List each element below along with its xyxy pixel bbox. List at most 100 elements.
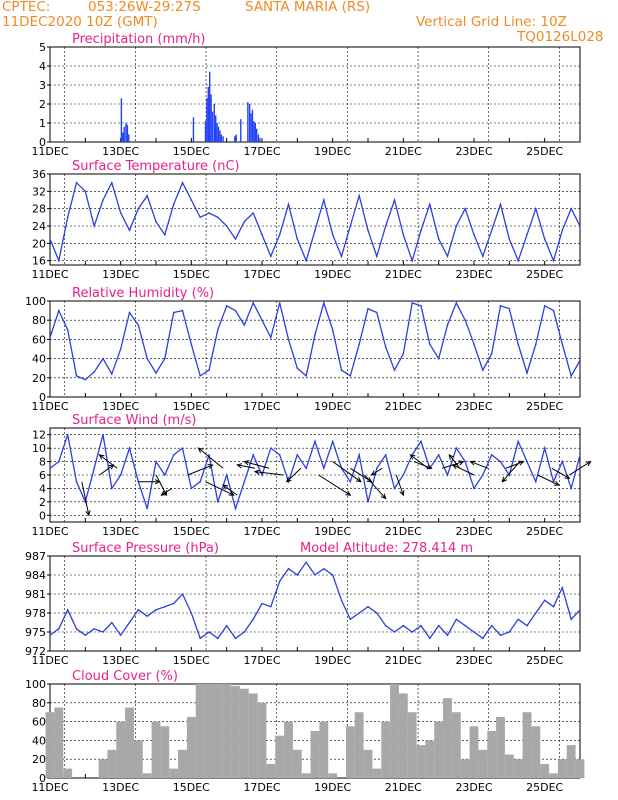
wind-point: [367, 501, 369, 503]
series-point: [384, 225, 387, 227]
precip-bar: [120, 98, 123, 142]
y-tick-label: 40: [32, 353, 46, 366]
cloud-bar: [496, 716, 505, 778]
wind-point: [349, 480, 352, 483]
cloud-bar: [125, 707, 134, 778]
series-point: [561, 229, 564, 232]
series-point: [217, 637, 219, 640]
precip-bar: [204, 121, 207, 142]
x-tick-label: 25DEC: [526, 145, 563, 158]
series-point: [234, 309, 237, 312]
series-point: [429, 637, 431, 640]
precip-bar: [192, 117, 195, 142]
panel-frame: [49, 173, 581, 266]
wind-arrow-shaft: [99, 454, 118, 469]
precip-bar: [297, 141, 299, 142]
precip-bar: [421, 141, 423, 142]
cloud-bar: [575, 759, 585, 778]
wind-point: [376, 467, 378, 470]
precip-bar: [350, 141, 352, 142]
wind-arrow-head: [469, 460, 476, 466]
series-point: [111, 373, 113, 375]
series-point: [499, 634, 502, 636]
x-tick-label: 19DEC: [314, 525, 351, 538]
series-point: [543, 305, 546, 307]
wind-point: [155, 460, 157, 463]
x-tick-label: 13DEC: [102, 145, 139, 158]
series-point: [393, 199, 396, 201]
cloud-bar: [425, 740, 435, 778]
wind-arrow-shaft: [155, 474, 168, 496]
x-tick-label: 15DEC: [173, 268, 210, 281]
x-tick-label: 13DEC: [102, 654, 139, 667]
series-point: [508, 238, 511, 240]
wind-arrow-shaft: [161, 488, 173, 496]
y-tick-label: 100: [25, 295, 46, 308]
y-tick-label: 2: [39, 98, 46, 111]
x-tick-label: 13DEC: [102, 781, 139, 794]
series-point: [358, 612, 360, 614]
wind-point: [75, 480, 78, 483]
cloud-bar: [63, 768, 73, 778]
y-tick-label: 6: [39, 469, 46, 482]
x-tick-label: 23DEC: [455, 145, 492, 158]
series-point: [128, 229, 131, 232]
precip-bar: [206, 98, 208, 142]
wind-arrow-head: [585, 460, 592, 467]
wind-point: [535, 480, 537, 483]
precip-bar: [126, 124, 129, 142]
x-tick-label: 17DEC: [243, 781, 280, 794]
y-tick-label: 981: [25, 588, 46, 601]
y-tick-label: 4: [39, 60, 46, 73]
series-point: [552, 605, 555, 608]
series-point: [217, 216, 219, 219]
wind-arrow-head: [553, 480, 560, 486]
wind-point: [570, 487, 572, 490]
series-point: [305, 375, 307, 377]
wind-point: [499, 460, 502, 463]
series-point: [349, 618, 352, 621]
wind-point: [314, 440, 316, 443]
cloud-bar: [248, 693, 258, 778]
x-tick-label: 15DEC: [173, 145, 210, 158]
x-tick-label: 13DEC: [102, 268, 139, 281]
series-point: [420, 624, 422, 627]
y-tick-label: 978: [25, 607, 46, 620]
x-tick-label: 13DEC: [102, 400, 139, 413]
cloud-bar: [372, 768, 382, 778]
series-point: [128, 311, 131, 314]
series-point: [66, 609, 69, 611]
wind-arrow-shaft: [364, 474, 387, 499]
precip-bar: [235, 134, 237, 142]
x-tick-label: 15DEC: [173, 781, 210, 794]
series-point: [66, 216, 69, 219]
wind-arrow-head: [197, 447, 204, 453]
series-point: [261, 602, 263, 605]
wind-arrow-head: [345, 490, 352, 496]
y-tick-label: 0: [39, 136, 46, 149]
x-tick-label: 13DEC: [102, 525, 139, 538]
cloud-bar: [416, 745, 426, 778]
series-point: [208, 631, 210, 633]
precip-bar: [474, 141, 476, 142]
series-point: [482, 637, 484, 640]
x-tick-label: 19DEC: [314, 781, 351, 794]
cloud-bar: [363, 749, 373, 778]
cloud-bar: [54, 707, 64, 778]
wind-arrow-shaft: [198, 447, 224, 469]
y-tick-label: 2: [39, 496, 46, 509]
precip-bar: [247, 102, 249, 142]
series-point: [119, 634, 122, 636]
series-point: [102, 357, 104, 360]
wind-arrow-head: [366, 477, 373, 483]
precip-bar: [240, 119, 242, 142]
series-point: [278, 233, 281, 236]
series-point: [420, 305, 422, 307]
y-tick-label: 80: [32, 314, 46, 327]
panel-annotation: Model Altitude: 278.414 m: [300, 541, 473, 556]
panel-frame: [49, 46, 581, 143]
precip-bar: [122, 132, 124, 142]
wind-arrow-shaft: [286, 467, 302, 483]
series-point: [526, 233, 528, 236]
panel-title: Cloud Cover (%): [72, 669, 178, 684]
